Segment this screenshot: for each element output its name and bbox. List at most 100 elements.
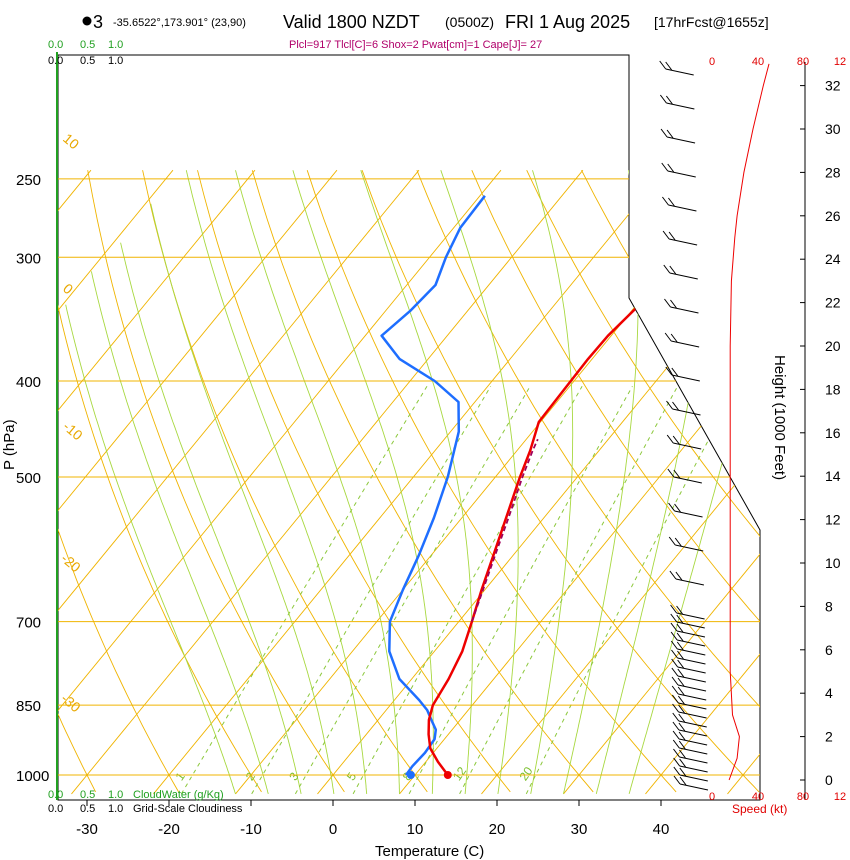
cloud-bot-black-1: 1.0 (108, 803, 123, 815)
height-tick-label: 2 (825, 729, 833, 745)
wind-barb-flag (672, 730, 680, 740)
speed-tick-bottom: 12 (834, 791, 846, 803)
wind-barb (679, 783, 709, 791)
wind-barb-flag (670, 299, 677, 309)
wind-barb (672, 408, 701, 416)
cloud-top-green-0: 0.0 (48, 39, 63, 51)
isotherm (58, 169, 256, 795)
stability-indices: Plcl=917 Tlcl[C]=6 Shox=2 Pwat[cm]=1 Cap… (289, 39, 542, 51)
wind-barb-flag (678, 722, 686, 732)
wind-barb-flag (668, 502, 675, 512)
wind-barb-flag (674, 537, 682, 547)
isotherm-label: 10 (60, 130, 82, 152)
isotherm-label: -30 (58, 690, 84, 715)
pressure-tick-label: 300 (16, 250, 41, 267)
isotherm (58, 169, 174, 795)
cloudwater-label: CloudWater (g/Kg) (133, 789, 224, 801)
cloud-bot-green-05: 0.5 (80, 789, 95, 801)
x-axis-label: Temperature (C) (375, 843, 484, 860)
dewpoint-profile (380, 195, 486, 776)
speed-tick-bottom: 0 (709, 791, 715, 803)
wind-barb-flag (669, 570, 677, 580)
height-tick-label: 28 (825, 164, 841, 180)
x-tick-label: 0 (329, 821, 337, 838)
speed-tick-bottom: 80 (797, 791, 809, 803)
wind-barb-flag (663, 264, 671, 274)
valid-title: Valid 1800 NZDT (283, 12, 420, 32)
station-dot (82, 16, 92, 26)
wind-barb-flag (662, 196, 669, 206)
isotherm (563, 169, 760, 795)
cloud-top-black-0: 0.0 (48, 55, 63, 67)
dry-adiabat (251, 170, 594, 793)
wind-barb-flag (672, 721, 680, 731)
wind-barb (678, 711, 707, 719)
x-tick-label: 10 (407, 821, 424, 838)
forecast-date: FRI 1 Aug 2025 (505, 12, 630, 32)
cloud-bot-black-05: 0.5 (80, 803, 95, 815)
wind-barb-flag (668, 231, 676, 241)
wind-barb-flag (666, 400, 673, 410)
moist-adiabat (185, 170, 368, 794)
wind-barb (677, 648, 706, 656)
wind-barb-flag (664, 332, 672, 342)
height-tick-label: 30 (825, 121, 841, 137)
x-tick-label: -30 (76, 821, 98, 838)
wind-barb-flag (670, 604, 677, 614)
adiabat-label: 10 (649, 302, 671, 324)
wind-barb-flag (676, 623, 684, 633)
wind-barb-flag (677, 659, 685, 669)
wind-barb-flag (673, 757, 681, 767)
wind-barb-flag (668, 536, 676, 546)
pressure-tick-label: 850 (16, 698, 41, 715)
x-tick-label: -10 (240, 821, 262, 838)
wind-barb-flag (672, 703, 679, 713)
isotherm (399, 169, 760, 795)
dry-adiabat (306, 170, 677, 793)
height-tick-label: 16 (825, 425, 841, 441)
wind-barb (673, 442, 702, 450)
dry-adiabat (142, 170, 428, 793)
surface-dewpoint-dot (406, 771, 415, 779)
wind-barb-flag (676, 641, 684, 651)
isotherm-label: -10 (60, 418, 86, 443)
x-tick-label: 40 (653, 821, 670, 838)
wind-barb-flag (677, 668, 685, 678)
cloud-top-black-05: 0.5 (80, 55, 95, 67)
wind-barb-flag (659, 60, 667, 70)
wind-barb (676, 630, 706, 638)
x-tick-label: -20 (158, 821, 180, 838)
speed-tick-top: 0 (709, 56, 715, 68)
height-tick-label: 26 (825, 208, 841, 224)
mixing-ratio-label: 1 (172, 769, 187, 783)
wind-barb (677, 666, 706, 674)
wind-barb-flag (660, 128, 668, 138)
height-tick-label: 4 (825, 685, 833, 701)
wind-barb-flag (679, 767, 687, 777)
adiabat-label: 0 (629, 190, 645, 208)
wind-barb-flag (671, 658, 679, 668)
wind-barb-flag (661, 162, 669, 172)
height-tick-label: 10 (825, 555, 841, 571)
wind-barb-flag (672, 739, 680, 749)
wind-barb-flag (665, 366, 673, 376)
pressure-tick-label: 500 (16, 470, 41, 487)
moist-adiabat (440, 170, 519, 794)
height-tick-label: 24 (825, 251, 841, 267)
height-tick-label: 0 (825, 772, 833, 788)
cloud-bot-green-1: 1.0 (108, 789, 123, 801)
isotherm (71, 169, 584, 795)
temperature-profile (427, 194, 760, 776)
wind-barb-flag (673, 775, 681, 785)
wind-barb (671, 374, 700, 382)
wind-barb (677, 684, 707, 692)
speed-tick-bottom: 40 (752, 791, 764, 803)
dry-adiabat (197, 170, 511, 793)
mixing-ratio-line (352, 386, 583, 795)
height-tick-label: 22 (825, 295, 841, 311)
wind-barb (669, 272, 698, 280)
wind-barb (678, 729, 708, 737)
wind-barb (677, 657, 706, 665)
dry-adiabat (526, 170, 760, 793)
